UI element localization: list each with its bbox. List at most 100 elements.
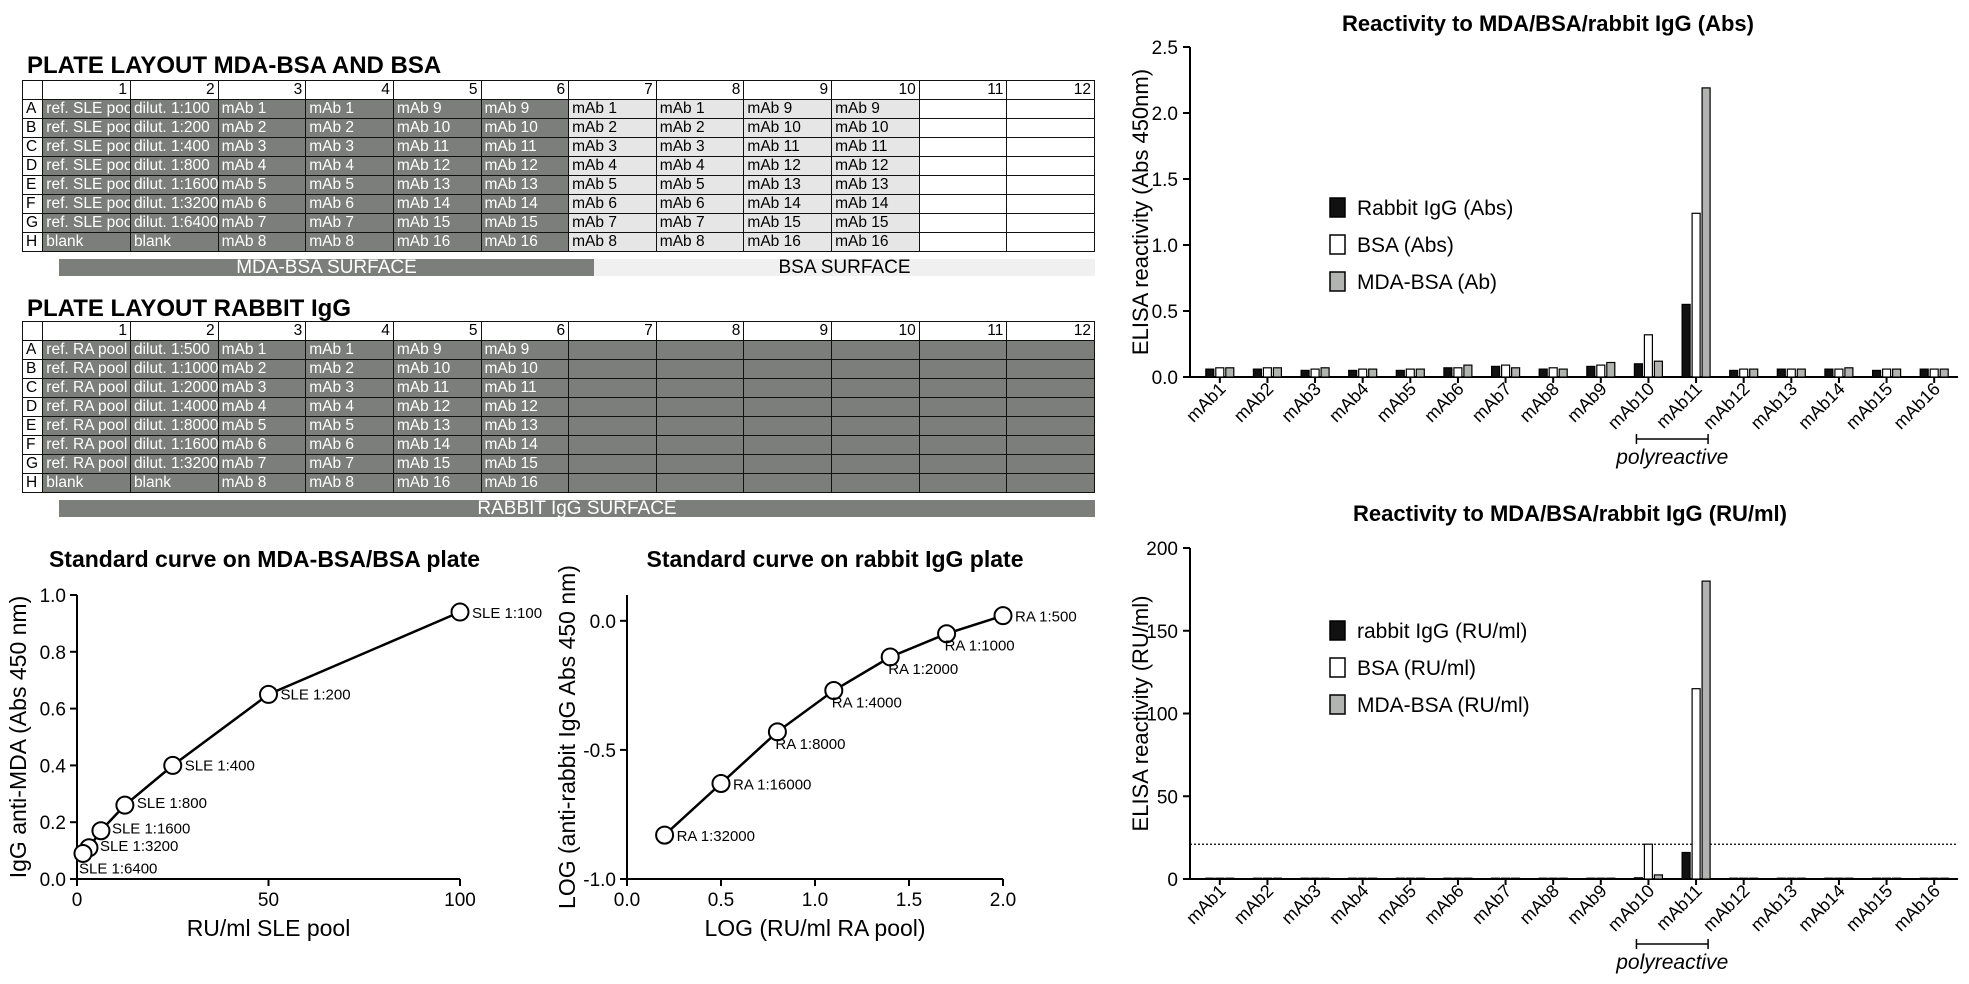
bar-ru-bar — [1443, 877, 1453, 880]
bar-ru-bar — [1834, 877, 1844, 880]
bar-ru-y-tick-label: 100 — [1146, 705, 1178, 726]
plate-cell: mAb 4 — [568, 156, 657, 176]
plate-cell: mAb 5 — [217, 416, 307, 436]
plate-cell: mAb 11 — [480, 378, 570, 398]
bar-abs-bar — [1606, 361, 1616, 378]
bar-ru-bar — [1463, 877, 1473, 880]
plate-cell: mAb 8 — [305, 473, 394, 493]
bar-abs-bar — [1881, 368, 1892, 378]
plate-cell: mAb 8 — [655, 232, 745, 252]
std-rabbit-point-label: RA 1:32000 — [677, 828, 755, 845]
plate-cell: mAb 10 — [480, 359, 570, 379]
std-rabbit-point — [824, 681, 844, 701]
plate-cell: mAb 8 — [568, 232, 657, 252]
bar-ru-bar — [1395, 877, 1405, 880]
std-mda-y-tick-label: 0.8 — [40, 643, 66, 664]
std-rabbit-x-label: LOG (RU/ml RA pool) — [704, 915, 925, 941]
plate-cell: mAb 8 — [217, 473, 307, 493]
plate-cell: mAb 10 — [831, 118, 920, 138]
plate-cell: mAb 2 — [568, 118, 657, 138]
plate-row-label: F — [21, 194, 44, 214]
bar-abs-x-tick-label: mAb16 — [1890, 379, 1944, 433]
bar-ru-bar — [1348, 877, 1358, 880]
plate-cell: mAb 8 — [217, 232, 307, 252]
plate-cell: mAb 4 — [217, 156, 307, 176]
plate-cell — [1006, 175, 1095, 195]
std-mda-point-label: SLE 1:800 — [137, 795, 207, 812]
plate-cell: mAb 4 — [655, 156, 745, 176]
std-mda-point-label: SLE 1:200 — [281, 686, 351, 703]
std-rabbit-x-tick-label: 0.0 — [614, 890, 640, 911]
bar-abs-bar — [1215, 367, 1225, 378]
std-mda-y-tick-label: 0.6 — [40, 700, 66, 721]
bar-ru-legend-swatch — [1329, 694, 1346, 715]
bar-ru-legend-swatch — [1329, 620, 1346, 641]
bar-abs-bar — [1844, 367, 1854, 378]
plate-cell: dilut. 1:2000 — [129, 378, 219, 398]
plate-row-label: H — [21, 232, 44, 252]
plate-cell: dilut. 1:8000 — [129, 416, 219, 436]
bar-ru-bar — [1919, 877, 1929, 880]
bar-abs-bar — [1538, 368, 1548, 378]
std-rabbit-x-tick-label: 1.5 — [896, 890, 922, 911]
plate-cell: mAb 1 — [568, 99, 657, 119]
plate-cell — [1006, 378, 1095, 398]
plate-cell: dilut. 1:16000 — [129, 435, 219, 455]
plate-col-header: 11 — [918, 321, 1008, 341]
plate-cell: mAb 2 — [217, 118, 307, 138]
bar-abs-x-tick-label: mAb5 — [1373, 379, 1420, 426]
bar-abs-bar — [1929, 368, 1939, 378]
plate-cell — [655, 359, 745, 379]
plate2-title: PLATE LAYOUT RABBIT IgG — [27, 295, 351, 322]
plate-cell: mAb 15 — [392, 213, 482, 233]
plate-cell: mAb 15 — [743, 213, 833, 233]
plate-cell: mAb 13 — [480, 175, 570, 195]
bar-ru-bar — [1490, 877, 1501, 880]
std-mda-series-line — [82, 610, 461, 855]
bar-ru-bar — [1510, 877, 1521, 880]
bar-abs-x-tick-label: mAb10 — [1604, 379, 1658, 433]
bar-abs-y-tick-label: 2.5 — [1152, 38, 1178, 59]
plate-col-header: 5 — [392, 321, 482, 341]
bar-ru-bar — [1871, 877, 1882, 880]
bar-abs-bar — [1633, 363, 1644, 378]
bar-abs-bar — [1824, 368, 1834, 378]
bar-abs-bar — [1739, 368, 1749, 378]
plate-cell — [655, 378, 745, 398]
bar-abs-bar — [1415, 368, 1425, 378]
bar-abs-bar — [1272, 367, 1283, 378]
bar-abs-bar — [1891, 368, 1902, 378]
plate-row-label: H — [21, 473, 44, 493]
plate-cell: mAb 12 — [743, 156, 833, 176]
std-rabbit-point-label: RA 1:4000 — [832, 695, 902, 712]
plate-cell — [655, 473, 745, 493]
bar-ru-bar — [1500, 877, 1511, 880]
bar-ru-bar — [1776, 877, 1786, 880]
plate-cell: blank — [42, 473, 131, 493]
plate-cell: mAb 6 — [305, 435, 394, 455]
std-mda-y-tick-label: 1.0 — [40, 586, 66, 607]
bar-ru-bar — [1310, 877, 1320, 880]
plate-cell — [655, 340, 745, 360]
plate-row-label: D — [21, 397, 44, 417]
bar-abs-bar — [1490, 365, 1501, 378]
plate-cell — [1006, 232, 1095, 252]
plate-cell — [918, 118, 1008, 138]
bar-ru-bar — [1300, 877, 1310, 880]
plate-cell: ref. RA pool — [42, 340, 131, 360]
plate-row-label: A — [21, 99, 44, 119]
std-mda-x-tick-label: 100 — [444, 890, 476, 911]
plate-cell — [1006, 340, 1095, 360]
plate-cell — [831, 359, 920, 379]
bar-ru-x-tick-label: mAb7 — [1468, 881, 1515, 928]
plate-cell — [743, 454, 833, 474]
bar-ru-x-tick-label: mAb15 — [1842, 881, 1896, 935]
bar-abs-bar — [1834, 368, 1844, 378]
plate-cell: mAb 5 — [217, 175, 307, 195]
plate-cell: mAb 16 — [392, 473, 482, 493]
plate-col-header: 9 — [743, 321, 833, 341]
plate-cell — [1006, 156, 1095, 176]
